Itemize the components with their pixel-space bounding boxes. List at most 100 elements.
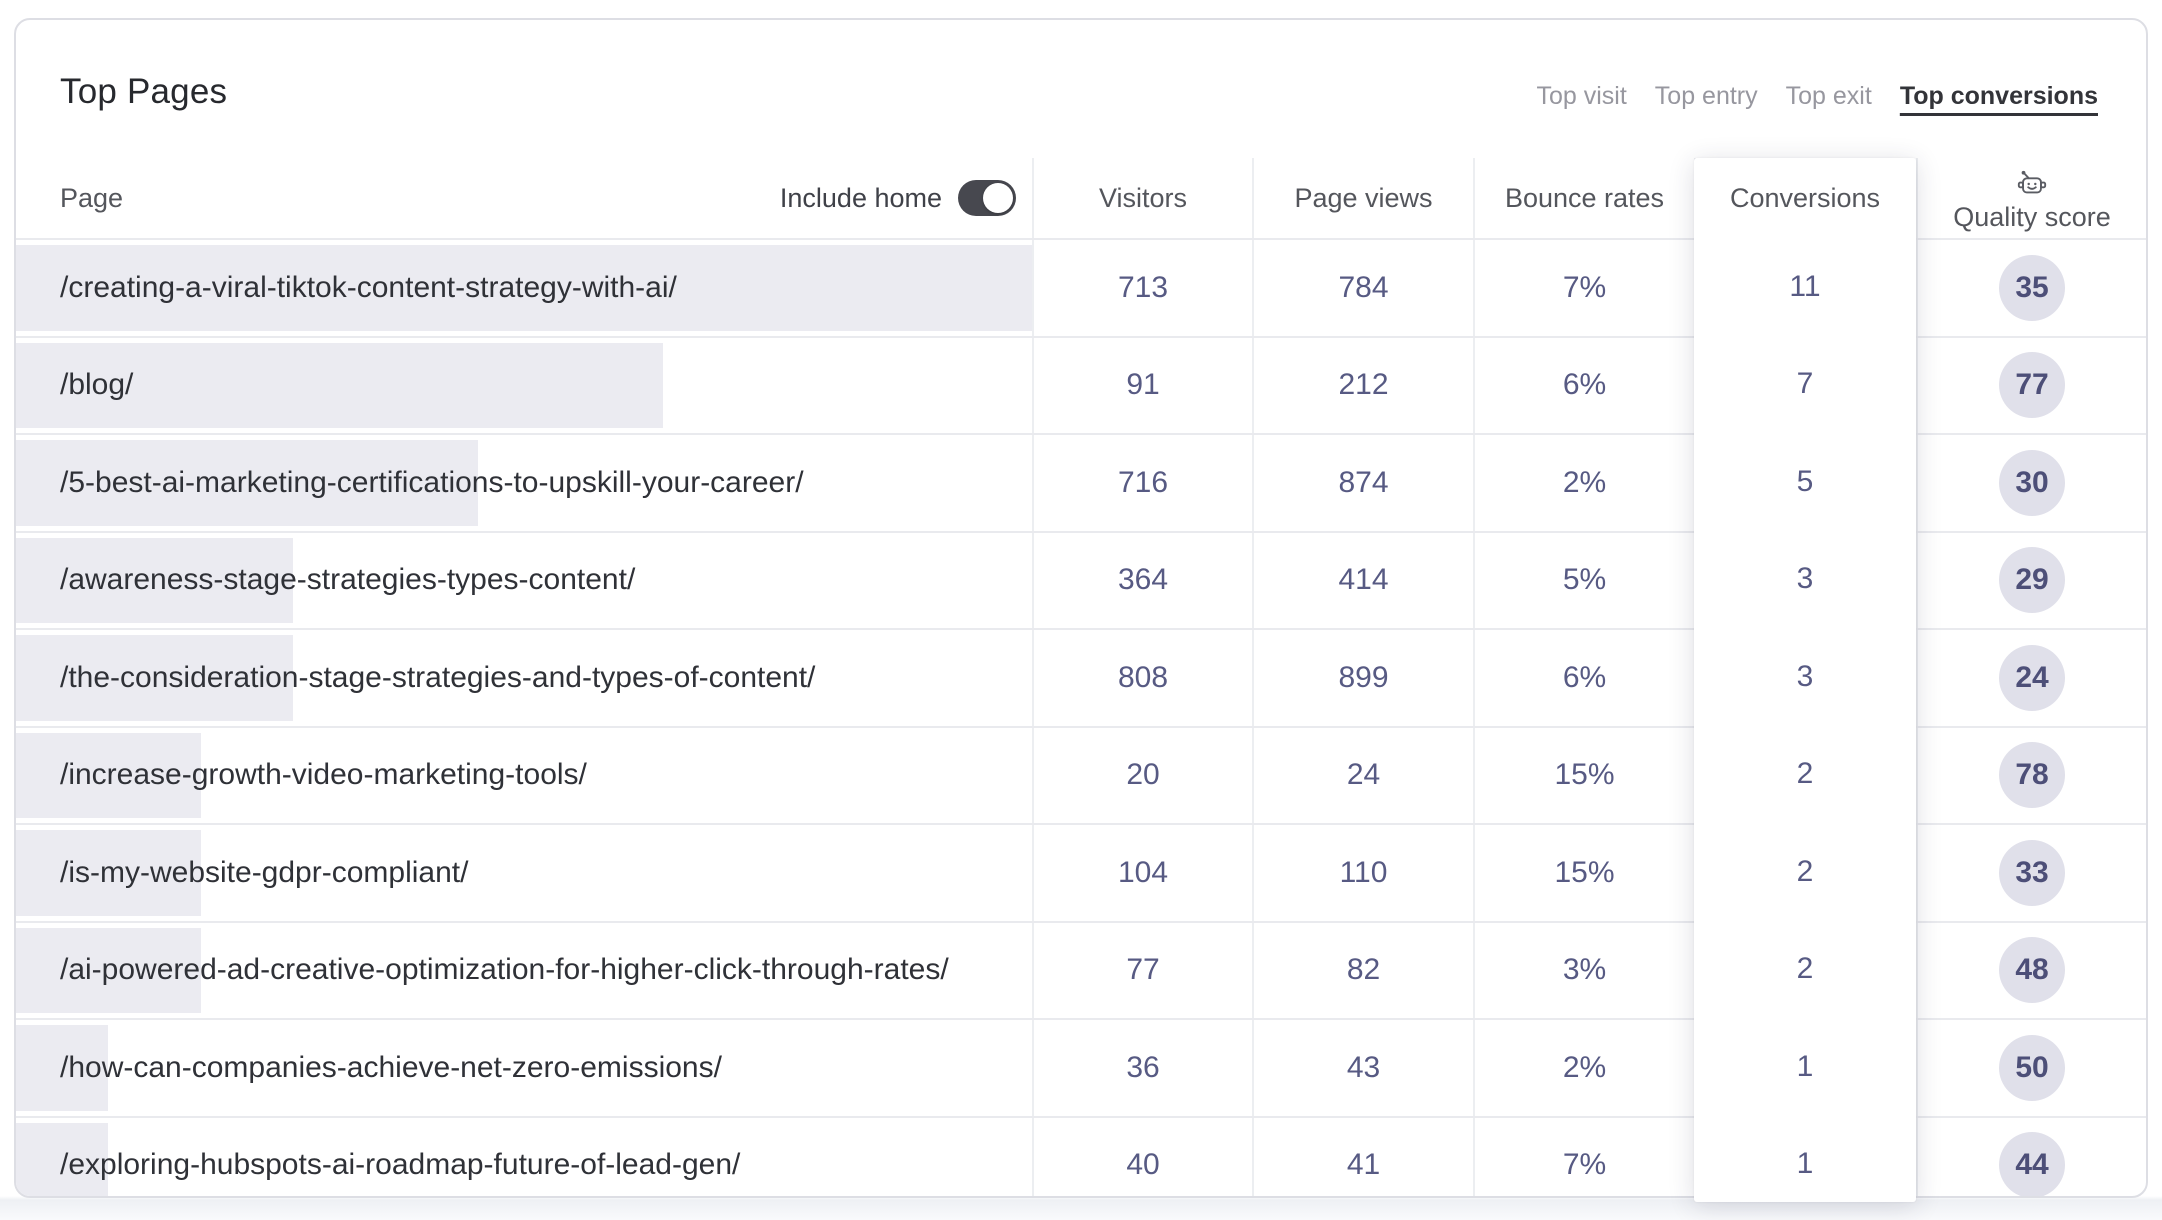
conversions-value: 11 (1789, 269, 1821, 303)
conversion-bar (16, 537, 294, 623)
table-row[interactable]: /ai-powered-ad-creative-optimization-for… (16, 920, 2146, 1019)
quality-score-badge: 24 (1999, 644, 2065, 711)
quality-score-badge: 77 (1999, 352, 2065, 419)
conversions-value: 3 (1796, 659, 1814, 693)
quality-score-cell: 33 (1916, 825, 2146, 921)
page-cell: /5-best-ai-marketing-certifications-to-u… (16, 435, 1032, 531)
table-row[interactable]: /5-best-ai-marketing-certifications-to-u… (16, 433, 2146, 531)
include-home-control: Include home (780, 158, 1016, 238)
page-views-value: 212 (1252, 337, 1473, 433)
quality-score-cell: 24 (1916, 630, 2146, 726)
bounce-rate-value: 2% (1473, 435, 1694, 531)
page-views-value: 82 (1252, 922, 1473, 1018)
conversions-value: 2 (1796, 854, 1814, 888)
quality-score-badge: 50 (1999, 1034, 2065, 1101)
visitors-value: 91 (1032, 337, 1252, 433)
page-title: Top Pages (60, 72, 228, 111)
page-cell: /creating-a-viral-tiktok-content-strateg… (16, 240, 1032, 336)
page-cell: /ai-powered-ad-creative-optimization-for… (16, 923, 1032, 1019)
table-row[interactable]: /how-can-companies-achieve-net-zero-emis… (16, 1018, 2146, 1116)
table-row[interactable]: /the-consideration-stage-strategies-and-… (16, 628, 2146, 726)
bounce-rate-value: 15% (1473, 825, 1694, 921)
column-header-page-views: Page views (1252, 158, 1473, 238)
visitors-value: 20 (1032, 727, 1252, 823)
table-row[interactable]: /creating-a-viral-tiktok-content-strateg… (16, 238, 2146, 336)
conversions-value: 2 (1796, 952, 1814, 986)
quality-score-badge: 78 (1999, 742, 2065, 809)
tab-top-conversions[interactable]: Top conversions (1899, 82, 2098, 110)
page-cell: /is-my-website-gdpr-compliant/ (16, 825, 1032, 921)
conversion-bar (16, 342, 663, 428)
view-tabs: Top visit Top entry Top exit Top conversion… (1536, 82, 2098, 111)
quality-score-cell: 44 (1916, 1117, 2146, 1196)
bounce-rate-value: 5% (1473, 532, 1694, 628)
tab-top-exit[interactable]: Top exit (1785, 82, 1872, 110)
quality-score-cell: 77 (1916, 337, 2146, 433)
table-header-row: Page Include home Visitors Page views Bo… (16, 158, 2146, 238)
conversions-value: 7 (1796, 367, 1814, 401)
column-header-page-label: Page (60, 182, 124, 213)
quality-score-badge: 30 (1999, 449, 2065, 516)
page-cell: /awareness-stage-strategies-types-conten… (16, 533, 1032, 629)
page-path: /creating-a-viral-tiktok-content-strateg… (60, 270, 677, 304)
conversion-bar (16, 1025, 109, 1111)
bounce-rate-value: 2% (1473, 1020, 1694, 1116)
conversion-bar (16, 732, 201, 818)
tab-top-visit[interactable]: Top visit (1536, 82, 1627, 110)
table-row[interactable]: /exploring-hubspots-ai-roadmap-future-of… (16, 1115, 2146, 1196)
conversion-bar (16, 1122, 109, 1196)
column-header-conversions: Conversions (1729, 182, 1881, 213)
page-views-value: 41 (1252, 1117, 1473, 1196)
toggle-knob (983, 183, 1013, 213)
quality-score-badge: 44 (1999, 1132, 2065, 1196)
quality-score-badge: 33 (1999, 839, 2065, 906)
page-path: /awareness-stage-strategies-types-conten… (60, 563, 636, 597)
table-row[interactable]: /is-my-website-gdpr-compliant/ 104 110 1… (16, 823, 2146, 921)
conversion-bar (16, 245, 1032, 331)
include-home-label: Include home (779, 182, 942, 213)
page-views-value: 414 (1252, 532, 1473, 628)
quality-score-badge: 29 (1999, 547, 2065, 614)
page-views-value: 784 (1252, 240, 1473, 336)
page-path: /increase-growth-video-marketing-tools/ (60, 758, 587, 792)
column-header-page: Page Include home (16, 158, 1032, 238)
page-path: /exploring-hubspots-ai-roadmap-future-of… (60, 1148, 741, 1182)
bounce-rate-value: 6% (1473, 630, 1694, 726)
quality-score-badge: 35 (1999, 254, 2065, 321)
bounce-rate-value: 7% (1473, 240, 1694, 336)
visitors-value: 716 (1032, 435, 1252, 531)
table-row[interactable]: /awareness-stage-strategies-types-conten… (16, 530, 2146, 629)
table-row[interactable]: /blog/ 91 212 6% 77 (16, 335, 2146, 434)
page-path: /is-my-website-gdpr-compliant/ (60, 855, 469, 889)
visitors-value: 713 (1032, 240, 1252, 336)
pages-table: Page Include home Visitors Page views Bo… (16, 158, 2146, 1196)
page-cell: /exploring-hubspots-ai-roadmap-future-of… (16, 1118, 1032, 1196)
bounce-rate-value: 7% (1473, 1117, 1694, 1196)
bounce-rate-value: 3% (1473, 922, 1694, 1018)
robot-icon (2017, 170, 2047, 193)
quality-score-cell: 78 (1916, 727, 2146, 823)
page-cell: /increase-growth-video-marketing-tools/ (16, 728, 1032, 824)
page-path: /5-best-ai-marketing-certifications-to-u… (60, 465, 804, 499)
conversion-bar (16, 635, 294, 721)
visitors-value: 36 (1032, 1020, 1252, 1116)
conversion-bar (16, 927, 201, 1013)
conversions-value: 1 (1796, 1049, 1814, 1083)
page-cell: /blog/ (16, 338, 1032, 434)
page-views-value: 899 (1252, 630, 1473, 726)
tab-top-entry[interactable]: Top entry (1654, 82, 1758, 110)
include-home-toggle[interactable] (958, 180, 1016, 216)
bounce-rate-value: 15% (1473, 727, 1694, 823)
page-views-value: 43 (1252, 1020, 1473, 1116)
visitors-value: 77 (1032, 922, 1252, 1018)
conversions-value: 3 (1796, 562, 1814, 596)
visitors-value: 104 (1032, 825, 1252, 921)
page-cell: /the-consideration-stage-strategies-and-… (16, 630, 1032, 726)
page-path: /blog/ (60, 368, 134, 402)
quality-score-cell: 29 (1916, 532, 2146, 628)
conversions-column-card: Conversions 11 7 5 3 3 2 2 2 1 1 (1694, 158, 1916, 1202)
column-header-quality-score-label: Quality score (1953, 201, 2111, 232)
column-header-bounce-rates: Bounce rates (1473, 158, 1694, 238)
page-views-value: 110 (1252, 825, 1473, 921)
quality-score-cell: 35 (1916, 240, 2146, 336)
